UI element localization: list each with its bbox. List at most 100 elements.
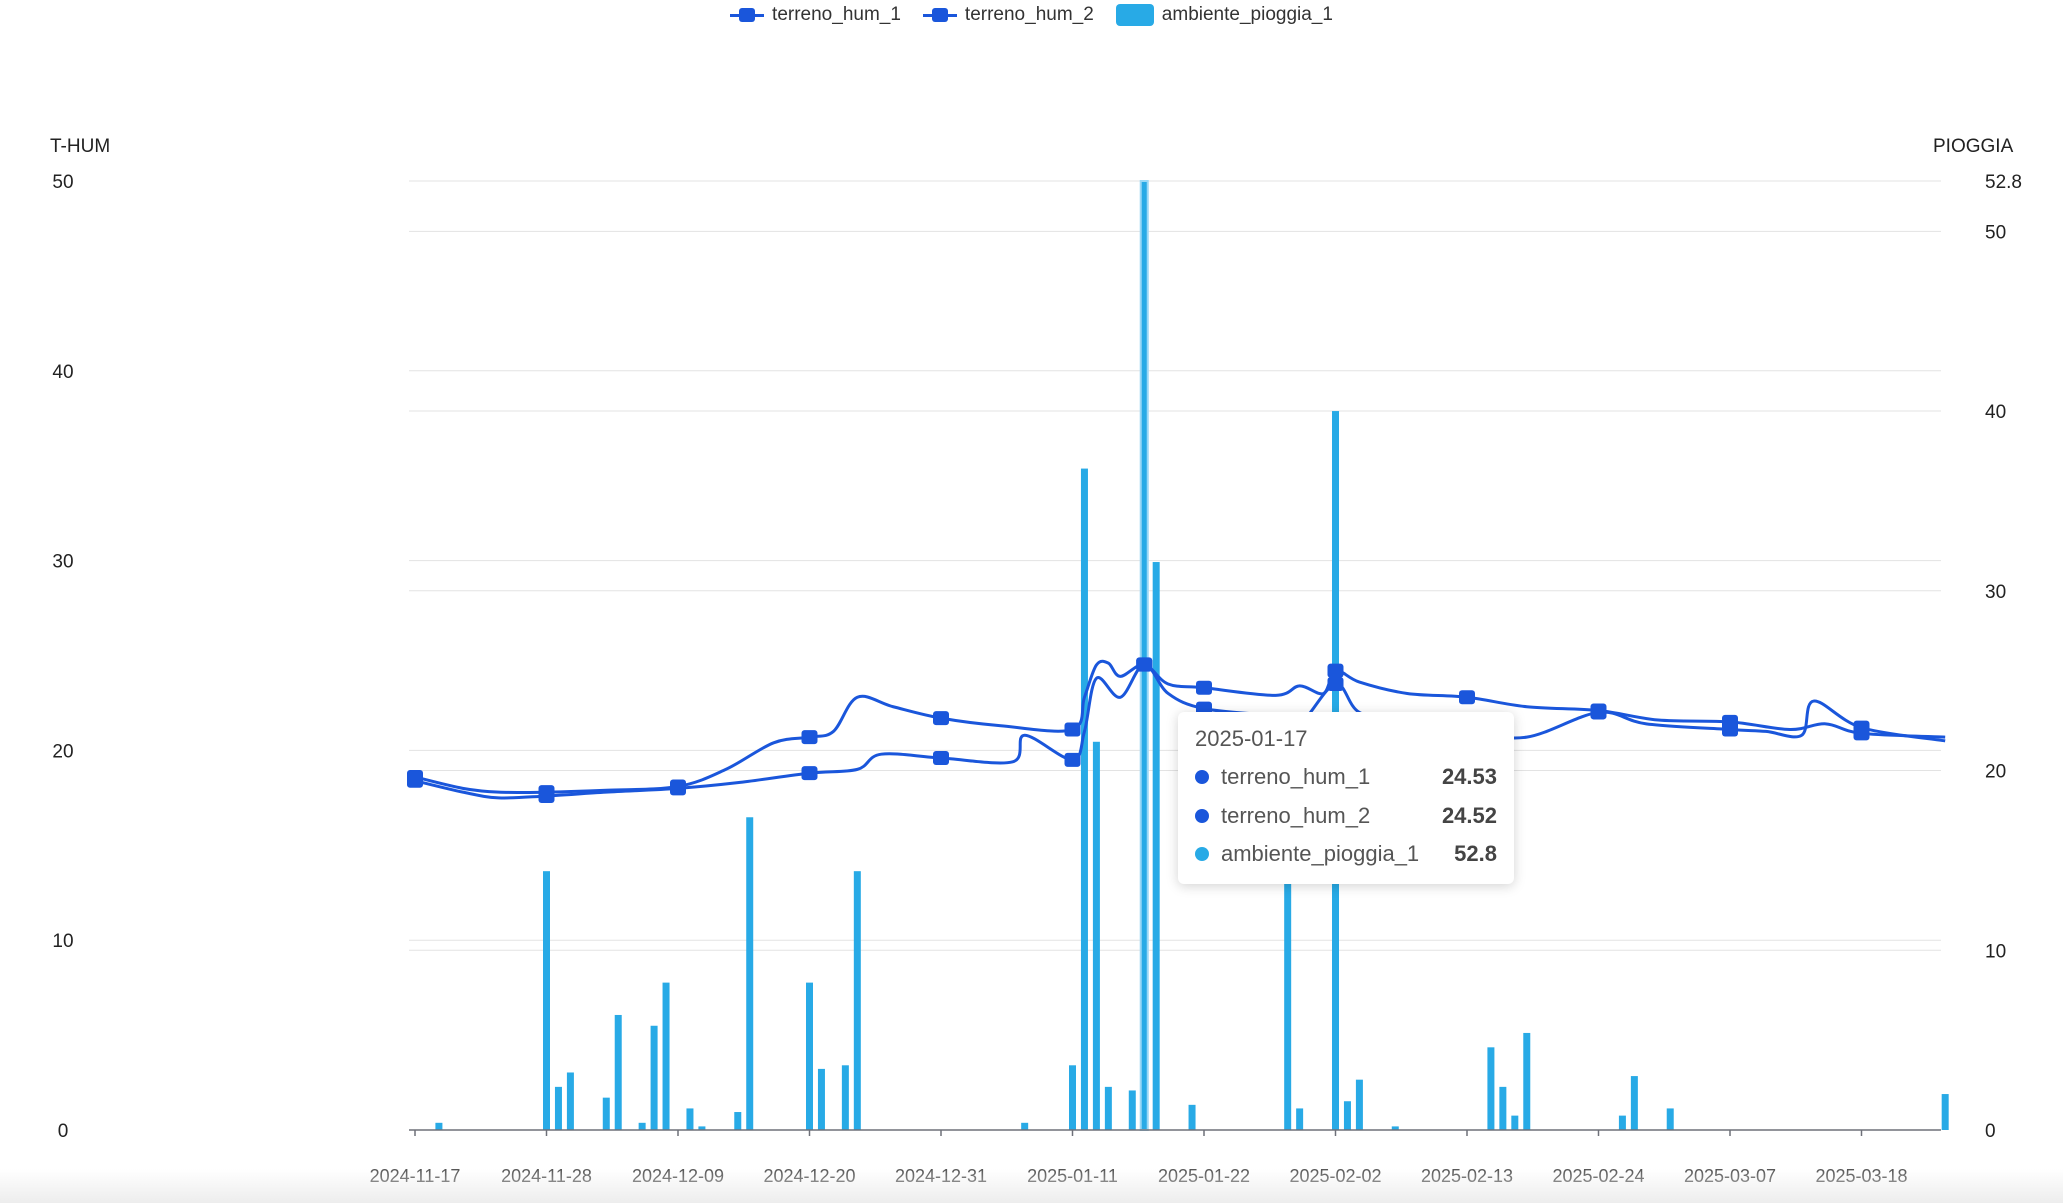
- line-marker: [1064, 752, 1081, 767]
- line-marker: [1196, 680, 1212, 695]
- right-axis-name: PIOGGIA: [1933, 136, 2014, 157]
- line-marker: [538, 785, 555, 800]
- tooltip-row: ambiente_pioggia_1 52.8: [1195, 841, 1497, 867]
- rain-bar: [1092, 741, 1100, 1130]
- rain-bar: [1296, 1108, 1304, 1130]
- tooltip-date: 2025-01-17: [1195, 726, 1308, 751]
- rain-bar: [1152, 562, 1160, 1130]
- left-tick-label: 40: [52, 362, 73, 383]
- rain-bar: [1355, 1079, 1363, 1130]
- tooltip-row: terreno_hum_1 24.53: [1195, 764, 1497, 790]
- dot-icon: [1195, 809, 1209, 823]
- rain-bar: [1104, 1086, 1112, 1130]
- rain-bar: [543, 871, 550, 1130]
- rain-bar: [1069, 1065, 1076, 1130]
- rain-bar: [853, 871, 861, 1130]
- tooltip-series-name: terreno_hum_2: [1221, 803, 1371, 828]
- legend-item-terreno-hum-2[interactable]: terreno_hum_2: [922, 4, 1094, 26]
- rain-bar: [734, 1112, 742, 1130]
- line-marker: [407, 769, 423, 784]
- tooltip-series-value: 24.53: [1441, 764, 1497, 789]
- line-marker: [933, 750, 949, 765]
- left-tick-label: 30: [52, 552, 73, 573]
- legend-label: terreno_hum_1: [772, 4, 901, 25]
- rain-bar: [1499, 1086, 1507, 1130]
- left-tick-label: 0: [58, 1121, 69, 1142]
- line-marker: [933, 711, 949, 726]
- line-marker: [1722, 714, 1738, 729]
- rain-bar: [1021, 1122, 1029, 1130]
- rain-bar: [817, 1068, 825, 1130]
- rain-bar: [435, 1122, 443, 1130]
- right-tick-label: 50: [1985, 222, 2006, 243]
- left-tick-label: 20: [52, 741, 73, 762]
- grid-lines: [409, 180, 1941, 951]
- tooltip-series-value: 24.52: [1441, 803, 1497, 828]
- rain-bar: [614, 1014, 622, 1130]
- rain-bar: [1080, 468, 1088, 1130]
- line-marker: [801, 730, 818, 745]
- rain-bar: [566, 1072, 574, 1130]
- tooltip-series-value: 52.8: [1454, 841, 1497, 866]
- left-tick-label: 50: [52, 172, 73, 193]
- line-marker: [1327, 663, 1344, 678]
- rain-bar: [1487, 1047, 1495, 1130]
- legend-label: ambiente_pioggia_1: [1161, 4, 1333, 25]
- rain-bar: [650, 1025, 658, 1130]
- rain-bar: [662, 982, 670, 1130]
- legend-label: terreno_hum_2: [964, 4, 1094, 25]
- line-marker: [1064, 722, 1081, 737]
- rain-bar: [1523, 1032, 1531, 1130]
- right-tick-label: 0: [1985, 1121, 1996, 1142]
- rain-bar: [1666, 1108, 1674, 1130]
- legend: terreno_hum_1 terreno_hum_2 ambiente_pio…: [0, 0, 2063, 30]
- dot-icon: [1195, 847, 1209, 861]
- dot-icon: [1195, 770, 1209, 784]
- tooltip-row: terreno_hum_2 24.52: [1195, 803, 1497, 829]
- tooltip-series-name: ambiente_pioggia_1: [1221, 841, 1420, 866]
- legend-item-terreno-hum-1[interactable]: terreno_hum_1: [730, 4, 901, 26]
- line-marker: [1590, 703, 1607, 718]
- line-marker: [670, 779, 686, 794]
- right-tick-label: 30: [1985, 582, 2006, 603]
- line-marker: [1853, 726, 1870, 741]
- rain-bar: [1128, 1090, 1136, 1130]
- line-marker-icon: [922, 5, 957, 25]
- rain-bar: [686, 1108, 694, 1130]
- right-tick-label: 10: [1985, 941, 2006, 962]
- rain-bar: [638, 1122, 646, 1130]
- line-markers: [407, 657, 1870, 803]
- rain-bar: [1139, 180, 1149, 1131]
- rain-bar: [806, 982, 813, 1130]
- left-tick-label: 10: [52, 931, 73, 952]
- line-marker-icon: [730, 5, 765, 25]
- right-tick-label: 40: [1985, 402, 2006, 423]
- line-marker: [801, 766, 818, 781]
- axes: [409, 1129, 1941, 1136]
- rain-bar: [1343, 1101, 1351, 1130]
- right-tick-label: 52.8: [1985, 172, 2022, 193]
- rain-bar: [746, 817, 754, 1130]
- line-marker: [1327, 676, 1344, 691]
- rain-bars: [435, 180, 1949, 1131]
- line-marker: [1459, 690, 1475, 705]
- rain-bar: [1284, 867, 1292, 1130]
- rain-bar: [1188, 1104, 1196, 1130]
- rain-bar: [698, 1126, 706, 1130]
- rain-bar: [1511, 1115, 1519, 1130]
- rain-bar: [1391, 1126, 1399, 1130]
- rain-bar: [1941, 1094, 1949, 1130]
- tooltip-series-name: terreno_hum_1: [1221, 764, 1371, 789]
- left-axis-name: T-HUM: [50, 136, 111, 157]
- tooltip: 2025-01-17 terreno_hum_1 24.53 terreno_h…: [1178, 712, 1514, 884]
- rain-bar: [1618, 1115, 1626, 1130]
- line-marker: [1136, 657, 1153, 672]
- rain-bar: [841, 1065, 849, 1130]
- bottom-fade: [0, 1169, 2063, 1203]
- rain-bar: [1630, 1076, 1638, 1130]
- rain-bar: [602, 1097, 610, 1130]
- rain-bar: [554, 1086, 562, 1130]
- tick-labels: 2024-11-172024-11-282024-12-092024-12-20…: [52, 172, 2022, 1186]
- legend-item-ambiente-pioggia-1[interactable]: ambiente_pioggia_1: [1115, 4, 1333, 26]
